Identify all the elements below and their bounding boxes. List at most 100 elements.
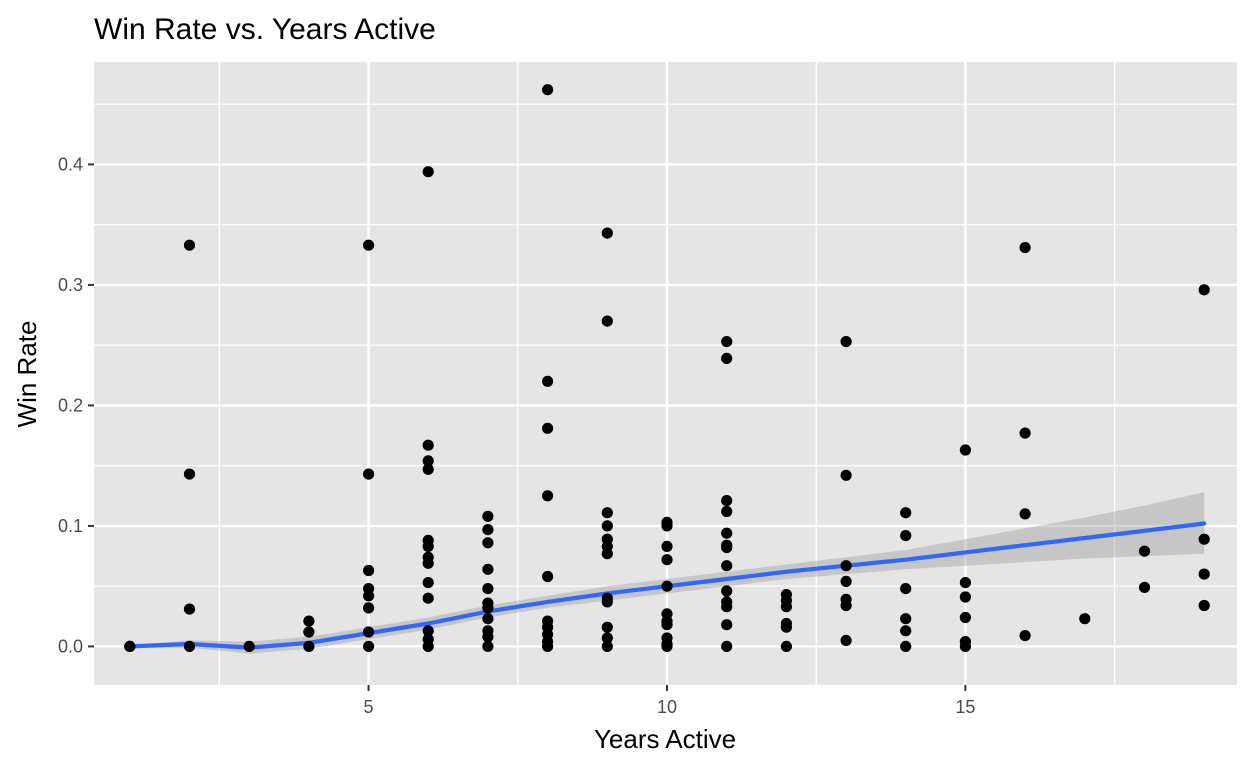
data-point <box>542 490 554 502</box>
data-point <box>422 592 434 604</box>
data-point <box>1019 630 1031 642</box>
data-point <box>482 537 494 549</box>
data-point <box>601 227 613 239</box>
data-point <box>721 585 733 597</box>
data-point <box>959 577 972 589</box>
data-point <box>363 590 375 602</box>
x-tick-label: 15 <box>955 697 975 717</box>
data-point <box>959 640 972 653</box>
data-point <box>422 557 434 569</box>
data-point <box>482 613 494 625</box>
data-point <box>1019 427 1031 439</box>
data-point <box>303 615 315 627</box>
data-point <box>422 455 434 467</box>
data-point <box>363 564 375 577</box>
data-point <box>542 640 554 653</box>
data-point <box>363 602 375 614</box>
data-point <box>303 640 315 653</box>
data-point <box>1019 508 1031 520</box>
data-point <box>1198 599 1210 612</box>
data-point <box>422 577 434 589</box>
data-point <box>840 469 852 481</box>
x-tick-label: 10 <box>657 697 677 717</box>
data-point <box>661 640 673 653</box>
data-point <box>1198 533 1210 545</box>
data-point <box>1138 581 1151 594</box>
data-point <box>542 570 554 583</box>
y-tick-label: 0.3 <box>58 275 83 295</box>
data-point <box>721 495 733 507</box>
data-point <box>721 640 733 653</box>
data-point <box>840 560 852 572</box>
data-point <box>482 510 494 522</box>
data-point <box>601 640 613 653</box>
data-point <box>900 613 912 625</box>
x-tick-label: 5 <box>364 697 374 717</box>
data-point <box>124 640 136 653</box>
y-tick-label: 0.4 <box>58 154 83 174</box>
data-point <box>661 619 673 631</box>
data-point <box>721 336 733 348</box>
data-point <box>422 540 434 553</box>
data-point <box>721 505 733 518</box>
data-point <box>542 375 554 387</box>
data-point <box>721 601 733 613</box>
data-point <box>542 422 554 434</box>
data-point <box>780 621 793 633</box>
data-point <box>363 640 375 653</box>
data-point <box>721 560 733 572</box>
data-point <box>721 527 733 539</box>
data-point <box>542 84 554 96</box>
data-point <box>840 336 852 348</box>
y-tick-label: 0.2 <box>58 395 83 415</box>
data-point <box>183 640 196 653</box>
x-axis-title: Years Active <box>594 724 736 754</box>
data-point <box>900 625 912 637</box>
data-point <box>959 444 972 456</box>
data-point <box>601 548 613 560</box>
data-point <box>840 599 852 612</box>
data-point <box>721 352 733 364</box>
data-point <box>1019 242 1031 254</box>
data-point <box>1138 545 1151 557</box>
data-point <box>482 640 494 653</box>
data-point <box>661 540 673 553</box>
x-axis-ticks: 5 10 15 <box>364 685 975 717</box>
data-point <box>482 563 494 575</box>
data-point <box>900 640 912 653</box>
data-point <box>243 640 255 653</box>
data-point <box>1198 284 1210 296</box>
y-axis-title: Win Rate <box>12 321 42 428</box>
data-point <box>900 583 912 595</box>
data-point <box>601 621 613 633</box>
data-point <box>422 640 434 653</box>
data-point <box>363 468 375 480</box>
data-point <box>601 507 613 519</box>
data-point <box>959 611 972 624</box>
data-point <box>183 603 196 615</box>
data-point <box>900 530 912 542</box>
data-point <box>601 520 613 532</box>
data-point <box>661 580 673 592</box>
data-point <box>363 626 375 638</box>
data-point <box>183 468 196 480</box>
data-point <box>422 439 434 451</box>
data-point <box>422 166 434 178</box>
data-point <box>482 602 494 614</box>
data-point <box>959 591 972 603</box>
y-tick-label: 0.1 <box>58 516 83 536</box>
data-point <box>661 520 673 532</box>
data-point <box>482 583 494 595</box>
data-point <box>721 619 733 631</box>
data-point <box>363 239 375 251</box>
data-point <box>1079 613 1091 625</box>
minor-grid <box>94 62 1237 685</box>
data-point <box>601 315 613 327</box>
data-point <box>482 524 494 536</box>
data-point <box>601 632 613 644</box>
data-point <box>1198 568 1210 580</box>
data-point <box>183 239 196 251</box>
data-point <box>840 575 852 588</box>
data-points <box>124 84 1210 653</box>
